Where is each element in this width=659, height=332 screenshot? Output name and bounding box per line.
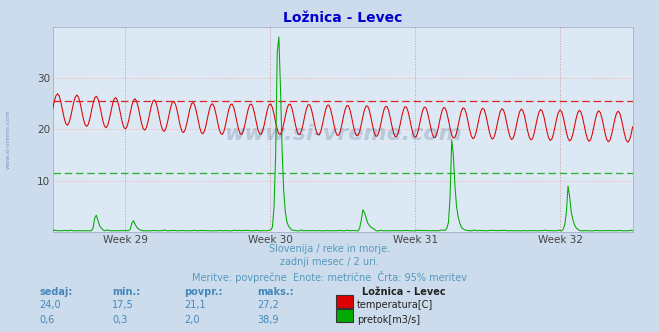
Text: maks.:: maks.: [257,287,294,297]
Text: sedaj:: sedaj: [40,287,73,297]
Text: 2,0: 2,0 [185,315,200,325]
Title: Ložnica - Levec: Ložnica - Levec [283,11,403,25]
Text: 21,1: 21,1 [185,300,206,310]
Text: 0,3: 0,3 [112,315,127,325]
Text: pretok[m3/s]: pretok[m3/s] [357,315,420,325]
Text: 38,9: 38,9 [257,315,279,325]
Text: Ložnica - Levec: Ložnica - Levec [362,287,446,297]
Text: 17,5: 17,5 [112,300,134,310]
Text: 0,6: 0,6 [40,315,55,325]
Text: www.si-vreme.com: www.si-vreme.com [224,124,461,144]
Text: zadnji mesec / 2 uri.: zadnji mesec / 2 uri. [280,257,379,267]
Text: 27,2: 27,2 [257,300,279,310]
Text: temperatura[C]: temperatura[C] [357,300,434,310]
Text: povpr.:: povpr.: [185,287,223,297]
Text: Meritve: povprečne  Enote: metrične  Črta: 95% meritev: Meritve: povprečne Enote: metrične Črta:… [192,271,467,283]
Text: Slovenija / reke in morje.: Slovenija / reke in morje. [269,244,390,254]
Text: www.si-vreme.com: www.si-vreme.com [6,110,11,169]
Text: 24,0: 24,0 [40,300,61,310]
Text: min.:: min.: [112,287,140,297]
